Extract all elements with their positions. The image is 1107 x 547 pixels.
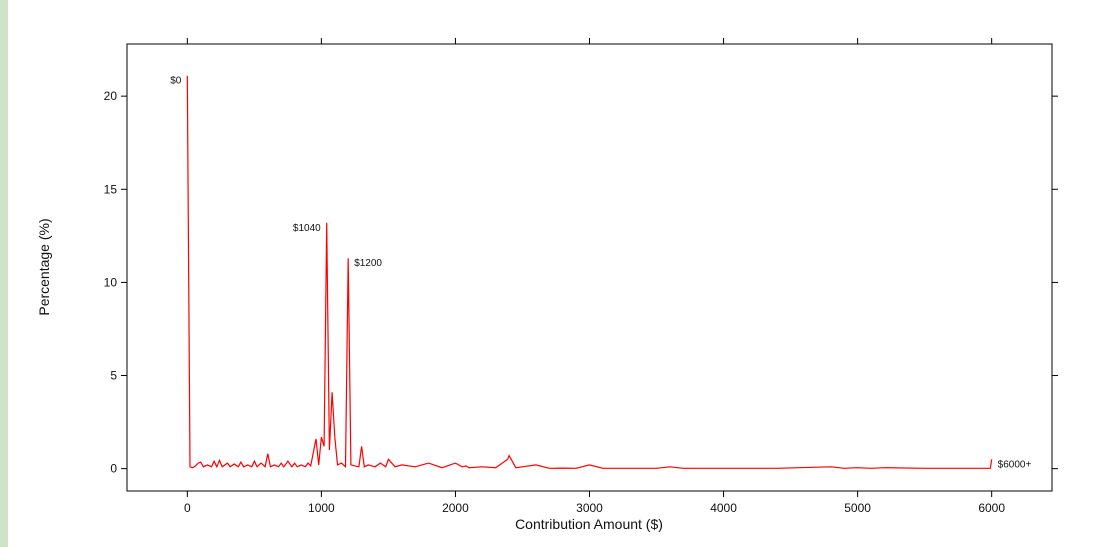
contribution-chart: 0 1000 2000 3000 4000 5000 6000 0 5 10 15 20 $0 $104… [36, 38, 1058, 532]
y-tick-label: 15 [104, 182, 118, 196]
y-tick-label: 20 [104, 89, 118, 103]
y-axis-title: Percentage (%) [36, 218, 52, 315]
y-tick-label: 0 [110, 462, 117, 476]
x-tick-label: 4000 [710, 501, 737, 515]
axis-ticks [121, 38, 1058, 497]
x-tick-label: 0 [184, 501, 191, 515]
plot-border [126, 43, 1053, 492]
annotation-label: $6000+ [998, 459, 1032, 470]
x-tick-label: 5000 [844, 501, 871, 515]
x-tick-label: 6000 [978, 501, 1005, 515]
x-tick-label: 1000 [308, 501, 335, 515]
x-tick-label: 2000 [442, 501, 469, 515]
figure-frame: 0 1000 2000 3000 4000 5000 6000 0 5 10 15 20 $0 $104… [8, 0, 1107, 547]
y-tick-label: 10 [104, 275, 118, 289]
y-tick-label: 5 [110, 369, 117, 383]
tick-labels: 0 1000 2000 3000 4000 5000 6000 0 5 10 15 20 [104, 89, 1006, 515]
x-tick-label: 3000 [576, 501, 603, 515]
annotation-label: $1200 [354, 258, 382, 269]
series-line [186, 75, 993, 469]
annotations: $0 $1040 $1200 $6000+ [170, 76, 1031, 471]
annotation-label: $1040 [293, 223, 321, 234]
x-axis-title: Contribution Amount ($) [515, 516, 663, 532]
annotation-label: $0 [170, 76, 182, 87]
